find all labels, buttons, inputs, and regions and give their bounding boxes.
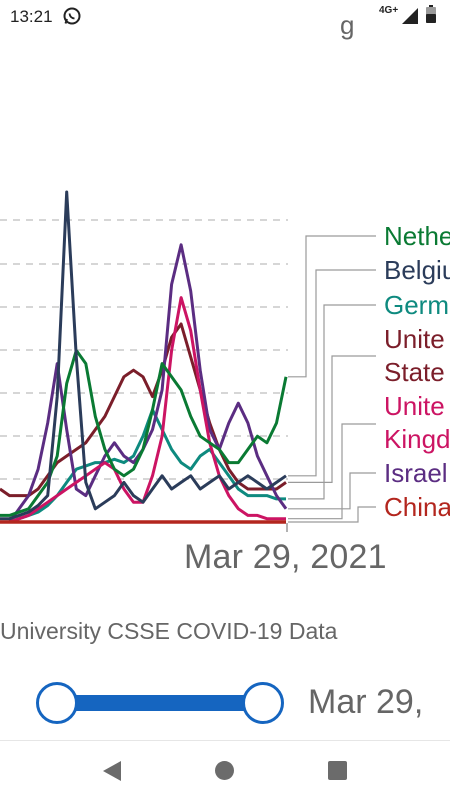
chart-title-fragment: g	[340, 10, 355, 40]
status-bar: 13:21 4G+	[0, 0, 450, 32]
legend-leader-line	[288, 304, 376, 500]
data-source-text: University CSSE COVID-19 Data	[0, 618, 338, 644]
legend-label-united-kingdom: Unite	[384, 391, 445, 421]
legend-leader-line	[288, 235, 376, 378]
slider-track[interactable]	[54, 695, 266, 711]
navigation-bar	[0, 740, 450, 801]
legend-leaders	[288, 235, 376, 523]
legend-label-belgium: Belgiu	[384, 255, 450, 285]
whatsapp-icon	[63, 7, 81, 25]
grid-lines	[0, 219, 288, 480]
legend-label-germany: Germ	[384, 290, 449, 320]
x-axis-end-date: Mar 29, 2021	[184, 538, 387, 576]
legend-leader-line	[288, 423, 376, 520]
back-icon[interactable]	[102, 760, 122, 782]
legend-leader-line	[288, 472, 376, 510]
series-layer	[0, 190, 288, 524]
legend-labels: NetheBelgiuGermUniteStateUniteKingdIsrae…	[384, 221, 450, 522]
signal-icon	[402, 8, 418, 24]
legend-label-netherlands: Nethe	[384, 221, 450, 251]
network-type: 4G+	[379, 5, 399, 16]
legend-label-israel: Israel	[384, 458, 448, 488]
legend-leader-line	[288, 269, 376, 477]
legend-label-united-states: State	[384, 357, 445, 387]
legend-label-china: China	[384, 492, 450, 522]
legend-label-united-states: Unite	[384, 324, 445, 354]
home-icon[interactable]	[215, 761, 234, 780]
series-line-germany	[0, 408, 286, 524]
line-chart: NetheBelgiuGermUniteStateUniteKingdIsrae…	[0, 190, 450, 532]
series-line-belgium	[0, 190, 287, 521]
slider-end-date: Mar 29,	[308, 683, 424, 721]
battery-icon	[426, 5, 436, 23]
date-range-slider[interactable]	[36, 682, 284, 724]
status-time: 13:21	[10, 7, 53, 26]
slider-start-handle[interactable]	[36, 682, 78, 724]
slider-end-handle[interactable]	[242, 682, 284, 724]
legend-leader-line	[288, 355, 376, 483]
legend-label-united-kingdom: Kingd	[384, 424, 450, 454]
legend-leader-line	[288, 506, 376, 523]
recent-apps-icon[interactable]	[328, 761, 347, 780]
